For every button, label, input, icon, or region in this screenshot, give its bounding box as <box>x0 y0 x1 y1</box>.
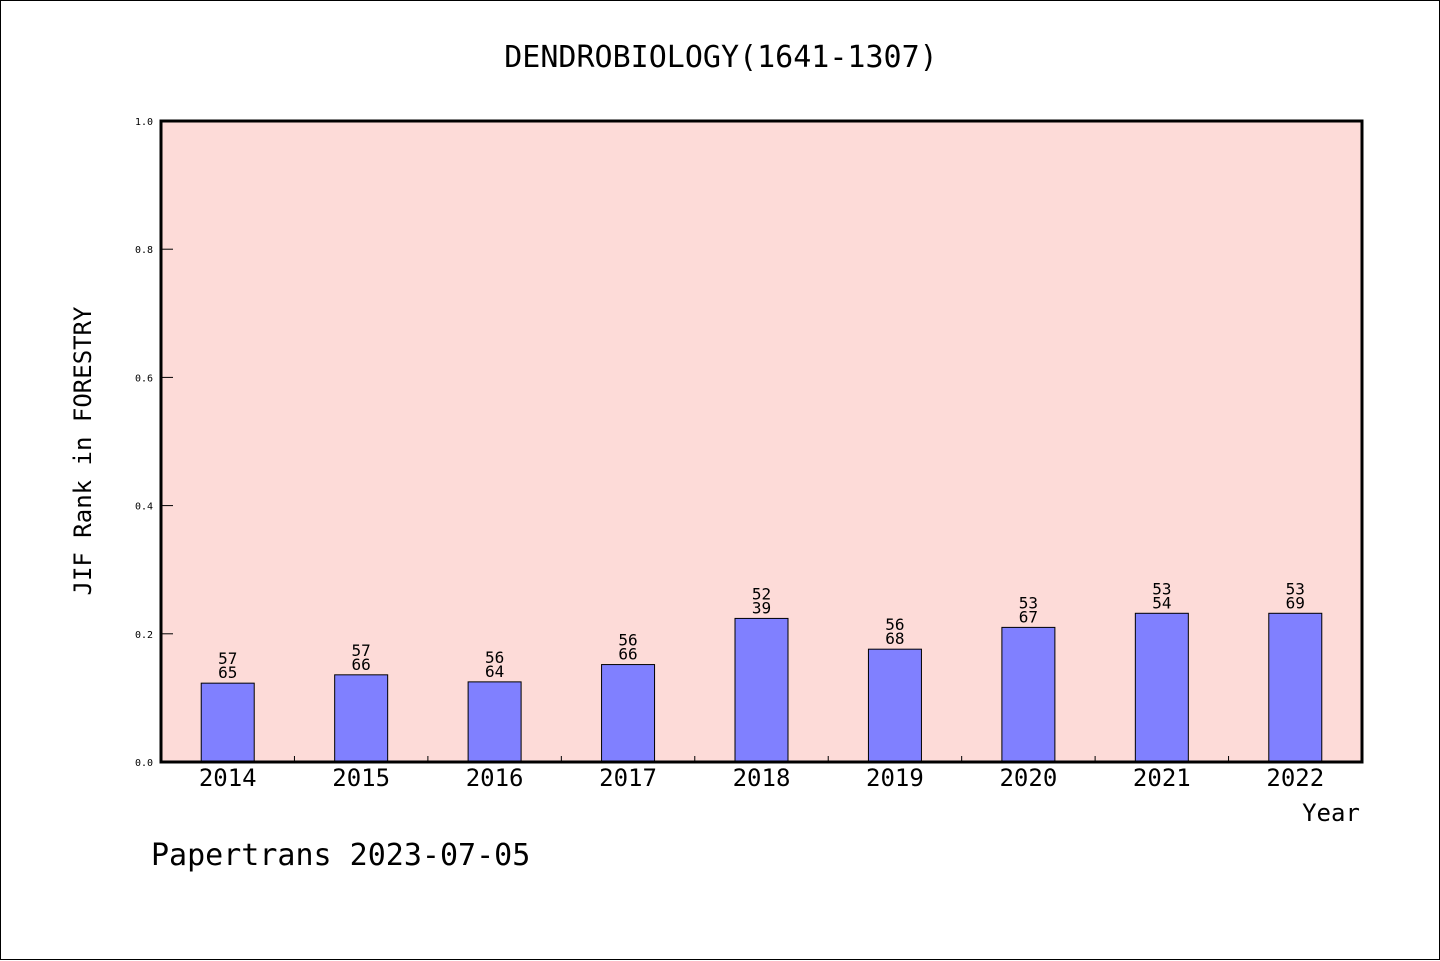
bar-label-top: 57 <box>352 641 371 660</box>
bar-2021 <box>1134 612 1189 763</box>
bar-label-bottom: 65 <box>218 663 237 682</box>
chart-title: DENDROBIOLOGY(1641-1307) <box>504 40 937 75</box>
y-tick-label: 0.4 <box>135 502 153 513</box>
y-tick-label: 0.2 <box>135 630 153 641</box>
y-tick-label: 1.0 <box>135 117 153 128</box>
bar-label-top: 52 <box>752 584 771 603</box>
bars-group <box>200 612 1323 763</box>
bar-label-top: 53 <box>1286 579 1305 598</box>
bar-label-top: 56 <box>885 615 904 634</box>
bar-label-bottom: 66 <box>618 645 637 664</box>
y-tick-label: 0.0 <box>135 758 153 769</box>
y-axis-label: JIF Rank in FORESTRY <box>69 306 97 596</box>
bar-2015 <box>334 674 389 763</box>
bar-label-bottom: 64 <box>485 662 504 681</box>
bar-label-bottom: 39 <box>752 598 771 617</box>
bar-label-bottom: 69 <box>1286 593 1305 612</box>
bar-2014 <box>200 682 255 763</box>
x-axis-ticks: 2014 2015 2016 2017 2018 2019 2020 2021 2022 <box>199 756 1324 792</box>
bar-label-bottom: 68 <box>885 629 904 648</box>
bar-label-top: 56 <box>485 648 504 667</box>
x-tick-label: 2021 <box>1133 764 1191 792</box>
footer-text: Papertrans 2023-07-05 <box>151 838 530 873</box>
bar-2022 <box>1268 612 1323 763</box>
x-tick-label: 2014 <box>199 764 257 792</box>
x-tick-label: 2015 <box>332 764 390 792</box>
bar-label-top: 56 <box>618 631 637 650</box>
x-tick-label: 2022 <box>1266 764 1324 792</box>
x-tick-label: 2017 <box>599 764 657 792</box>
bar-label-bottom: 66 <box>352 655 371 674</box>
x-tick-label: 2018 <box>733 764 791 792</box>
y-tick-label: 0.8 <box>135 245 153 256</box>
bar-2020 <box>1001 626 1056 763</box>
y-tick-label: 0.6 <box>135 373 153 384</box>
x-tick-label: 2019 <box>866 764 924 792</box>
bar-label-top: 53 <box>1019 593 1038 612</box>
bar-label-top: 53 <box>1152 579 1171 598</box>
bar-label-bottom: 67 <box>1019 607 1038 626</box>
plot-border <box>159 119 1364 764</box>
bar-2018 <box>734 617 789 763</box>
x-tick-label: 2016 <box>466 764 524 792</box>
bar-2019 <box>867 648 922 763</box>
x-tick-label: 2020 <box>999 764 1057 792</box>
bar-label-top: 57 <box>218 649 237 668</box>
x-axis-label: Year <box>1302 799 1360 827</box>
bar-label-bottom: 54 <box>1152 593 1171 612</box>
bar-2016 <box>467 681 522 763</box>
bar-2017 <box>601 664 656 763</box>
